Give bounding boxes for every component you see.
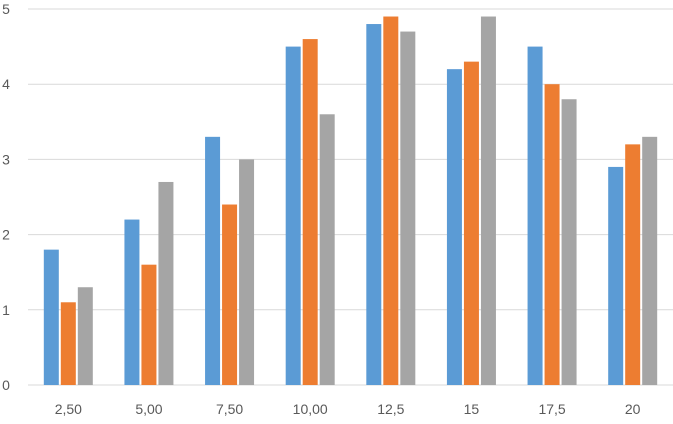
y-tick-label: 3: [2, 151, 10, 167]
bar-series-3-7: [642, 136, 658, 385]
bar-series-1-7: [608, 166, 624, 385]
bar-series-3-0: [77, 287, 93, 385]
bar-series-1-4: [366, 24, 382, 385]
bar-series-3-4: [400, 31, 416, 386]
x-axis-ticks: 2,50 5,00 7,50 10,00 12,5 15 17,5 20: [55, 401, 641, 417]
bar-series-3-1: [158, 181, 174, 385]
bar-series-2-0: [60, 302, 76, 385]
bar-series-2-7: [625, 144, 641, 385]
y-tick-label: 5: [2, 1, 10, 17]
bar-series-1-1: [124, 219, 140, 385]
bar-series-1-2: [205, 136, 221, 385]
y-axis-ticks: 0 1 2 3 4 5: [2, 1, 10, 393]
x-tick-label: 20: [625, 401, 641, 417]
y-tick-label: 1: [2, 302, 10, 318]
x-tick-label: 10,00: [293, 401, 328, 417]
bar-series-2-1: [141, 264, 157, 385]
x-tick-label: 5,00: [135, 401, 162, 417]
x-tick-label: 12,5: [377, 401, 404, 417]
bar-series-3-2: [239, 159, 255, 385]
bar-series-3-5: [480, 16, 496, 386]
x-tick-label: 2,50: [55, 401, 82, 417]
y-tick-label: 0: [2, 377, 10, 393]
x-tick-label: 15: [464, 401, 480, 417]
x-tick-label: 17,5: [538, 401, 565, 417]
bar-series-2-6: [544, 84, 560, 385]
bar-series-2-4: [383, 16, 399, 386]
bar-series-2-2: [222, 204, 238, 385]
bar-series-1-5: [446, 69, 462, 385]
bar-series-1-3: [285, 46, 301, 385]
bar-series-1-6: [527, 46, 543, 385]
x-tick-label: 7,50: [216, 401, 243, 417]
bar-series-2-3: [302, 39, 318, 385]
bar-series-3-3: [319, 114, 335, 385]
bar-series-2-5: [463, 61, 479, 385]
y-tick-label: 4: [2, 76, 10, 92]
bars: [43, 16, 658, 386]
bar-series-3-6: [561, 99, 577, 386]
bar-series-1-0: [43, 249, 59, 385]
y-tick-label: 2: [2, 227, 10, 243]
